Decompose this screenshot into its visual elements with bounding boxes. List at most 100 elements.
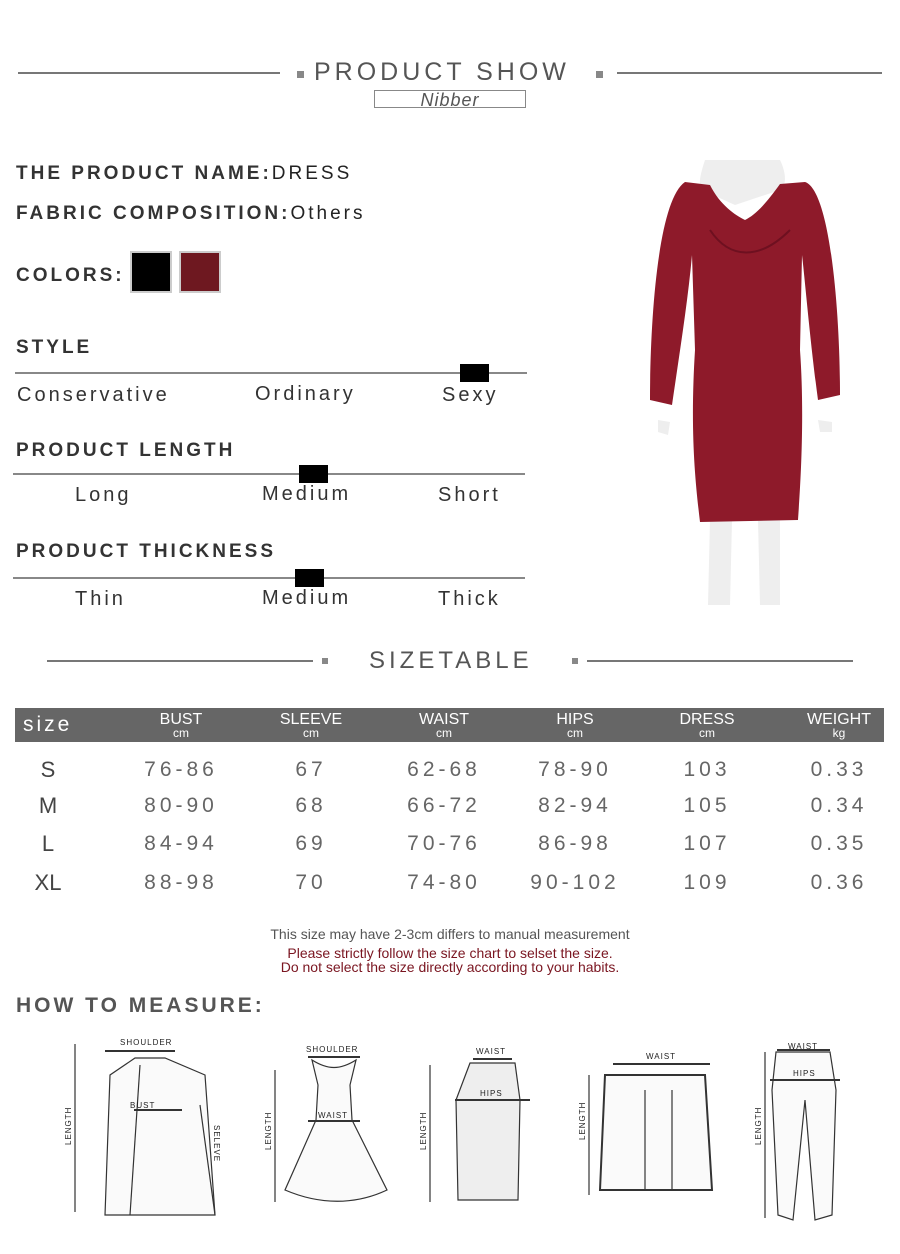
column-name: SLEEVE (279, 711, 343, 728)
length-option: Short (438, 484, 501, 506)
table-cell: 69 (295, 832, 327, 855)
length-option: Long (75, 484, 132, 506)
column-header-waist: WAIST cm (389, 711, 499, 740)
fabric-label: FABRIC COMPOSITION: (16, 203, 291, 224)
style-option: Sexy (442, 384, 499, 406)
table-cell: 107 (683, 832, 731, 855)
page-title: PRODUCT SHOW (314, 58, 570, 86)
denim-skirt-diagram: WAIST LENGTH (578, 1052, 714, 1195)
column-name: BUST (159, 711, 203, 728)
table-cell: 80-90 (144, 794, 218, 817)
table-cell: 70 (295, 871, 327, 894)
thickness-title: PRODUCT THICKNESS (16, 541, 277, 562)
length-scale-line (13, 473, 525, 475)
thickness-option: Thick (438, 588, 501, 610)
size-cell: S (40, 757, 56, 782)
column-unit: kg (832, 726, 846, 740)
table-cell: 109 (683, 871, 731, 894)
table-cell: 82-94 (538, 794, 612, 817)
table-cell: 78-90 (538, 758, 612, 781)
header-dot (297, 71, 304, 78)
thickness-option: Thin (75, 588, 126, 610)
hips-label: HIPS (793, 1069, 816, 1078)
sizetable-rule-left (47, 660, 313, 662)
table-cell: 105 (683, 794, 731, 817)
trousers-diagram: WAIST HIPS LENGTH (754, 1042, 840, 1221)
length-label: LENGTH (754, 1107, 763, 1145)
table-cell: 84-94 (144, 832, 218, 855)
fabric-value: Others (290, 203, 366, 224)
length-option: Medium (262, 483, 352, 505)
sizetable-rule-right (587, 660, 853, 662)
fabric-composition: FABRIC COMPOSITION:Others (16, 203, 365, 225)
column-header-bust: BUST cm (126, 711, 236, 740)
pencil-skirt-diagram: WAIST HIPS LENGTH (419, 1047, 530, 1202)
shoulder-label: SHOULDER (306, 1045, 358, 1054)
table-cell: 0.34 (810, 794, 868, 817)
size-column-header: size (23, 713, 73, 736)
column-header-weight: WEIGHT kg (784, 711, 894, 740)
length-label: LENGTH (578, 1102, 587, 1140)
length-label: LENGTH (264, 1112, 273, 1150)
waist-label: WAIST (318, 1111, 348, 1120)
colors-label: COLORS: (16, 265, 125, 286)
waist-label: WAIST (788, 1042, 818, 1051)
column-unit: cm (699, 726, 715, 740)
brand-name: Nibber (420, 90, 480, 110)
jacket-diagram: SHOULDER BUST LENGTH SELEVE (64, 1038, 221, 1216)
table-cell: 88-98 (144, 871, 218, 894)
column-header-dress: DRESS cm (652, 711, 762, 740)
size-cell: M (38, 793, 58, 818)
sizetable-title: SIZETABLE (369, 647, 533, 674)
sizetable-dot (322, 658, 328, 664)
header-dot (596, 71, 603, 78)
style-option: Ordinary (255, 383, 356, 405)
color-swatch-wine[interactable] (179, 251, 221, 293)
warning-note: Please strictly follow the size chart to… (287, 945, 613, 961)
waist-label: WAIST (646, 1052, 676, 1061)
product-name-value: DRESS (271, 163, 353, 184)
length-label: LENGTH (64, 1107, 73, 1145)
thickness-selected-marker (295, 569, 324, 587)
size-cell: L (41, 831, 55, 856)
style-option: Conservative (17, 384, 170, 406)
table-cell: 74-80 (407, 871, 481, 894)
style-title: STYLE (16, 337, 93, 358)
product-name-label: THE PRODUCT NAME: (16, 163, 272, 184)
size-table-header (15, 708, 884, 742)
column-header-sleeve: SLEEVE cm (256, 711, 366, 740)
column-unit: cm (436, 726, 452, 740)
table-cell: 76-86 (144, 758, 218, 781)
style-scale-line (15, 372, 527, 374)
shoulder-label: SHOULDER (120, 1038, 172, 1047)
column-header-hips: HIPS cm (520, 711, 630, 740)
table-cell: 0.35 (810, 832, 868, 855)
bust-label: BUST (130, 1101, 155, 1110)
column-name: WAIST (418, 711, 470, 728)
how-to-measure-title: HOW TO MEASURE: (16, 994, 265, 1017)
thickness-scale-line (13, 577, 525, 579)
size-cell: XL (34, 870, 62, 895)
length-title: PRODUCT LENGTH (16, 440, 236, 461)
color-swatch-black[interactable] (130, 251, 172, 293)
length-selected-marker (299, 465, 328, 483)
length-label: LENGTH (419, 1112, 428, 1150)
sleeve-label: SELEVE (212, 1125, 221, 1162)
table-cell: 68 (295, 794, 327, 817)
header-rule-right (617, 72, 882, 74)
column-name: DRESS (679, 711, 735, 728)
hips-label: HIPS (480, 1089, 503, 1098)
table-cell: 90-102 (530, 871, 620, 894)
style-selected-marker (460, 364, 489, 382)
column-unit: cm (173, 726, 189, 740)
warning-note: Do not select the size directly accordin… (280, 959, 620, 975)
product-name: THE PRODUCT NAME:DRESS (16, 163, 352, 185)
table-cell: 66-72 (407, 794, 481, 817)
column-name: HIPS (556, 711, 594, 728)
table-cell: 86-98 (538, 832, 612, 855)
measurement-note: This size may have 2-3cm differs to manu… (270, 926, 630, 942)
column-name: WEIGHT (807, 711, 871, 728)
table-cell: 70-76 (407, 832, 481, 855)
measure-diagrams: SHOULDER BUST LENGTH SELEVE SHOULDER WAI… (64, 1038, 840, 1221)
header-rule-left (18, 72, 280, 74)
